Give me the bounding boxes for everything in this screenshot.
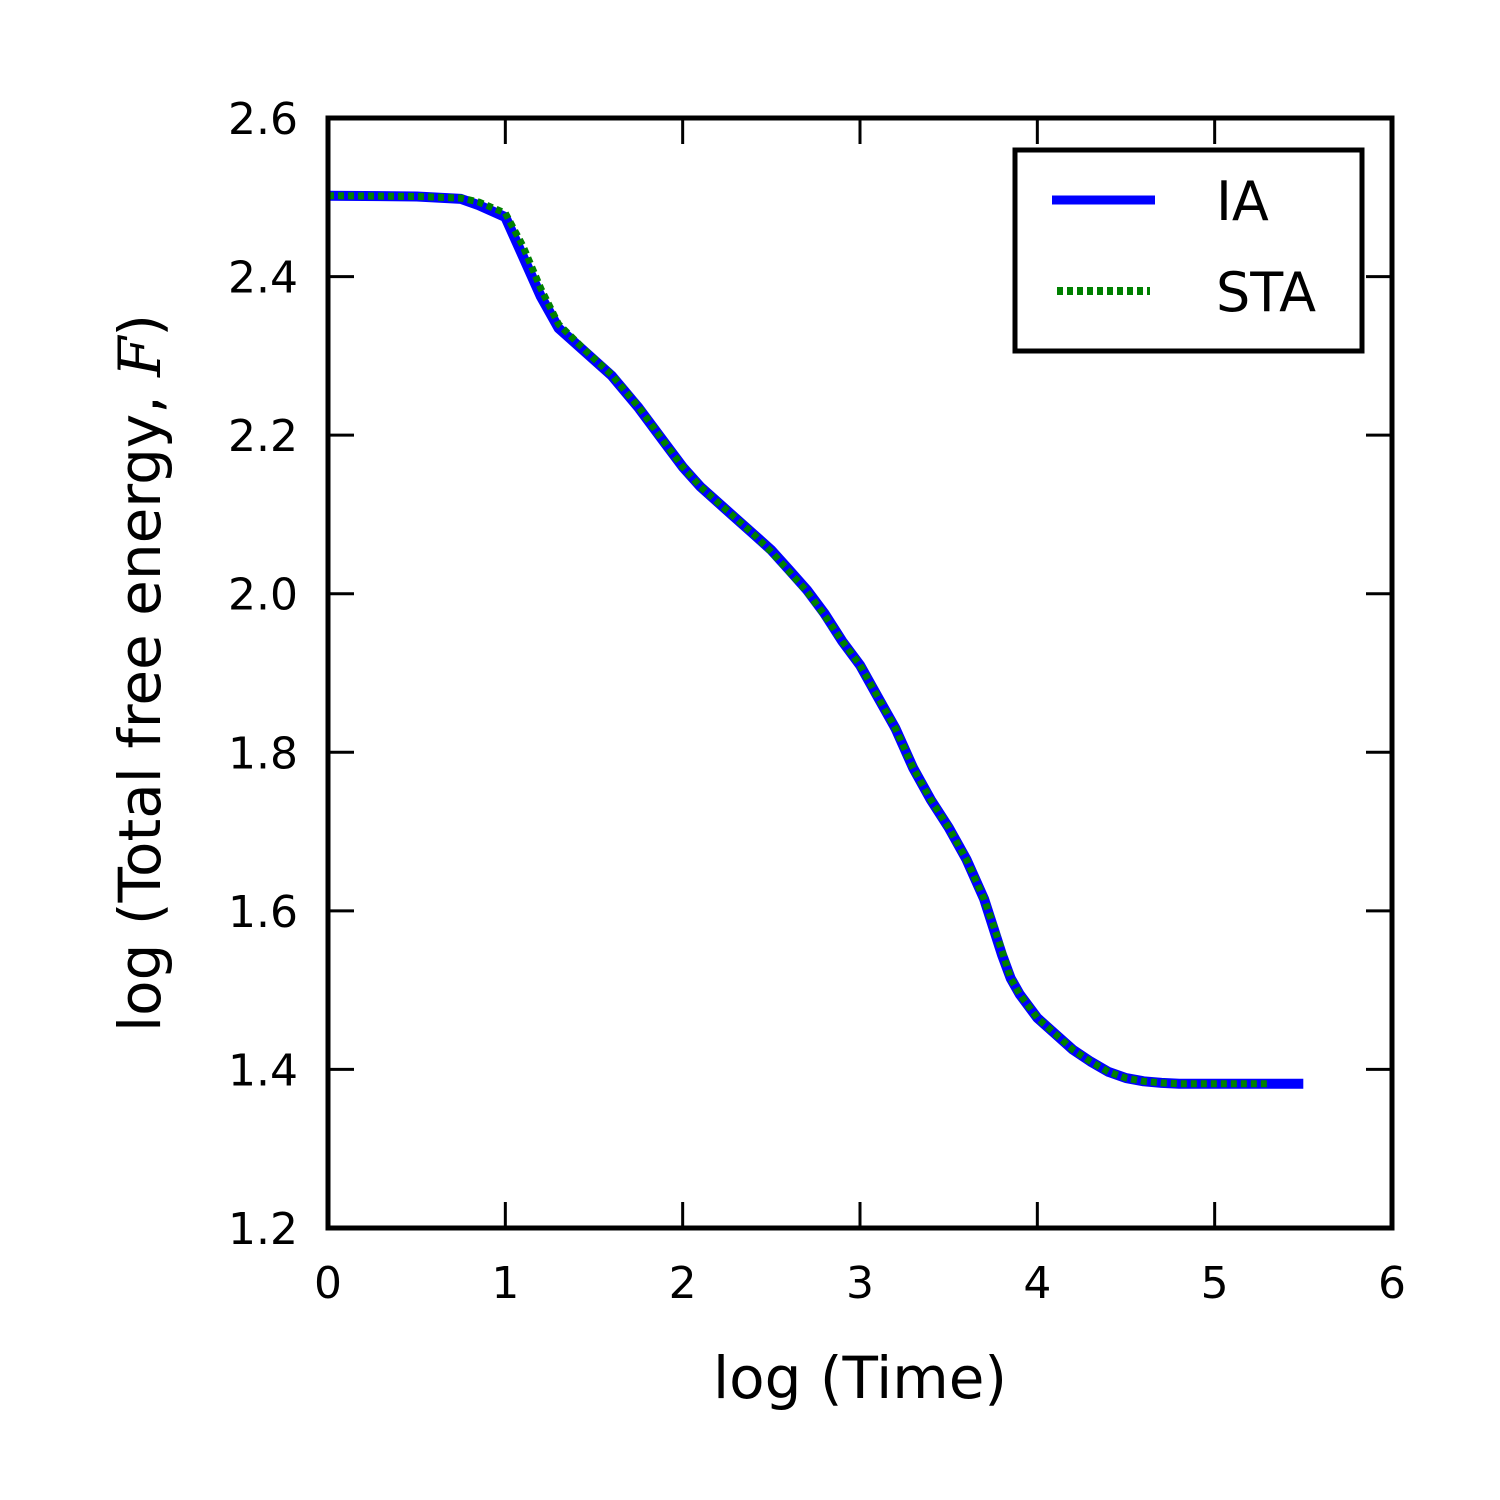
- x-tick-label: 5: [1201, 1258, 1229, 1309]
- x-tick-label: 0: [314, 1258, 342, 1309]
- y-axis-label-variable: F: [106, 335, 174, 378]
- series-line-sta: [327, 192, 1268, 1088]
- x-tick-label: 6: [1378, 1258, 1406, 1309]
- tick-labels: 0 1 2 3 4 5 6 1.2 1.4 1.6 1.8 2.0 2.2 2.4 2.6: [228, 94, 1406, 1309]
- y-tick-label: 2.0: [228, 570, 298, 621]
- plot-lines: [327, 190, 1304, 1089]
- y-axis-label-end: ): [106, 314, 174, 337]
- legend-box: [1012, 147, 1365, 354]
- y-tick-label: 1.4: [228, 1045, 298, 1096]
- y-axis-label: log (Total free energy, F): [106, 314, 174, 1032]
- y-axis-label-text: log (Total free energy,: [106, 377, 174, 1032]
- x-tick-label: 1: [491, 1258, 519, 1309]
- legend-label-sta: STA: [1216, 261, 1316, 324]
- y-tick-label: 1.6: [228, 887, 298, 938]
- x-tick-label: 4: [1023, 1258, 1051, 1309]
- y-tick-label: 1.2: [228, 1204, 298, 1255]
- y-tick-label: 1.8: [228, 728, 298, 779]
- x-axis-label: log (Time): [713, 1344, 1007, 1412]
- y-tick-label: 2.2: [228, 411, 298, 462]
- y-tick-label: 2.4: [228, 253, 298, 304]
- legend: IA STA: [1012, 147, 1365, 354]
- ticks: [326, 116, 1394, 1230]
- series-line-ia: [327, 190, 1304, 1089]
- x-tick-label: 2: [669, 1258, 697, 1309]
- x-tick-label: 3: [846, 1258, 874, 1309]
- y-tick-label: 2.6: [228, 94, 298, 145]
- legend-label-ia: IA: [1216, 170, 1269, 233]
